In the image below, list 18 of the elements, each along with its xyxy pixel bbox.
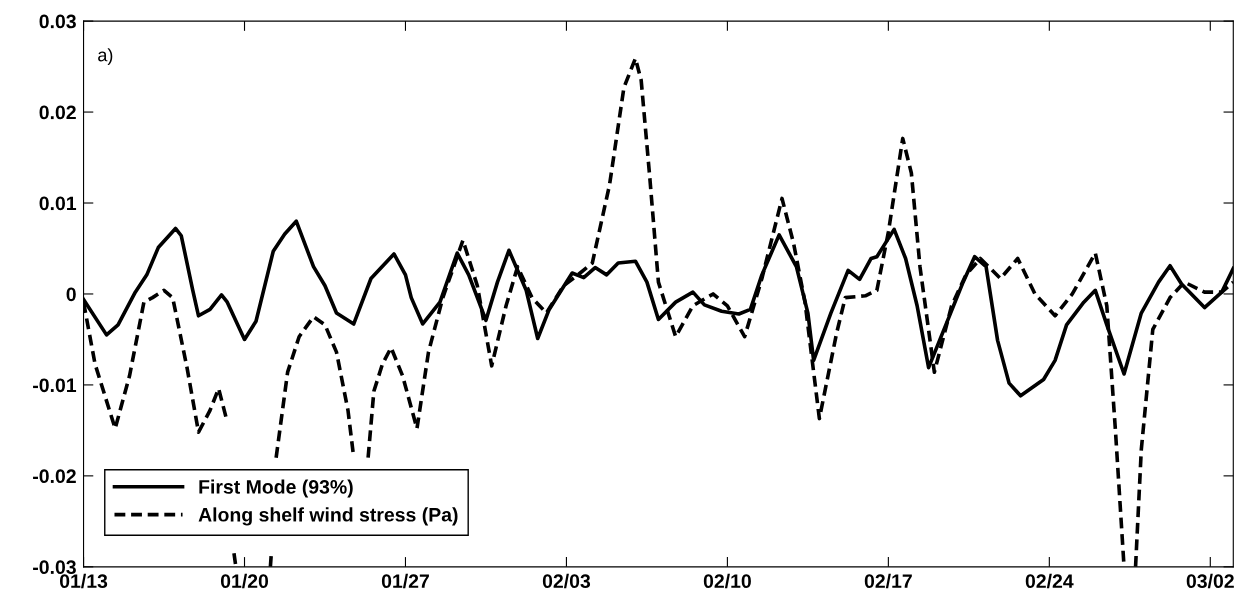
y-tick-label: 0.03 [39, 14, 76, 29]
y-tick-label: -0.01 [33, 378, 77, 393]
x-tick-label: 01/20 [220, 573, 269, 589]
x-tick-label: 02/10 [703, 573, 751, 589]
x-tick-label: 02/03 [542, 573, 591, 589]
y-tick-label: -0.02 [33, 469, 76, 484]
x-tick-label: 01/27 [381, 573, 429, 589]
x-tick-label: 03/02 [1186, 573, 1234, 589]
y-tick-label: 0.02 [39, 105, 76, 120]
y-tick-label: 0.01 [39, 196, 77, 211]
x-tick-label: 01/13 [59, 573, 108, 589]
x-tick-label: 02/24 [1025, 573, 1074, 589]
annotation: a) [98, 48, 113, 65]
y-tick-label: 0 [66, 287, 76, 302]
legend-label: First Mode (93%) [199, 479, 353, 498]
x-tick-label: 02/17 [864, 573, 912, 589]
y-tick-label: -0.03 [33, 560, 76, 575]
legend-label: Along shelf wind stress (Pa) [198, 507, 458, 526]
